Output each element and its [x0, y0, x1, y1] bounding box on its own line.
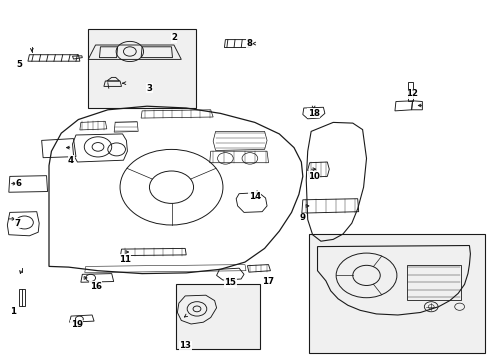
Text: 4: 4 [68, 156, 74, 165]
Text: 7: 7 [14, 219, 20, 228]
Bar [309, 234, 485, 353]
Text: 14: 14 [249, 192, 261, 201]
Bar [88, 29, 196, 108]
Text: 18: 18 [308, 109, 319, 118]
Text: 8: 8 [247, 39, 253, 48]
Text: 3: 3 [147, 84, 152, 93]
Text: 16: 16 [90, 282, 101, 291]
Bar [407, 265, 461, 300]
Text: 13: 13 [179, 341, 191, 350]
Text: 6: 6 [16, 179, 22, 188]
Text: 19: 19 [71, 320, 83, 329]
Bar [176, 284, 260, 349]
Text: 5: 5 [17, 60, 23, 69]
Text: 10: 10 [308, 172, 319, 181]
Bar [408, 82, 413, 101]
Text: 9: 9 [300, 213, 306, 222]
Text: 12: 12 [406, 89, 417, 98]
Text: 2: 2 [171, 33, 177, 42]
Text: 15: 15 [224, 278, 236, 287]
Text: 1: 1 [10, 307, 16, 316]
Text: 11: 11 [119, 255, 131, 264]
Text: 17: 17 [263, 277, 274, 286]
Bar [19, 289, 25, 306]
